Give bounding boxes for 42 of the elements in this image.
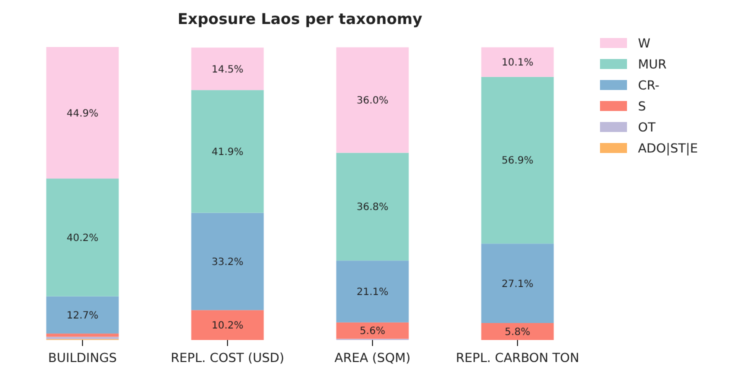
data-label: 33.2% <box>212 256 244 268</box>
data-label: 36.0% <box>356 96 388 107</box>
data-label: 41.9% <box>212 146 244 158</box>
bar <box>46 47 119 179</box>
bar <box>481 244 554 324</box>
bar <box>481 76 554 244</box>
data-label: 10.1% <box>502 58 534 69</box>
legend-label: MUR <box>638 56 667 72</box>
data-label: 5.6% <box>360 326 386 338</box>
bar <box>191 310 264 340</box>
bar <box>46 178 119 296</box>
data-label: 40.2% <box>66 232 98 244</box>
bar <box>336 322 409 339</box>
legend-label: S <box>638 98 646 114</box>
bar <box>481 47 554 77</box>
x-tick-label: BUILDINGS <box>48 350 117 365</box>
bar <box>46 296 119 334</box>
legend-label: OT <box>638 119 656 134</box>
legend-label: CR- <box>638 77 660 92</box>
data-label: 12.7% <box>66 310 98 322</box>
data-label: 27.1% <box>502 278 534 290</box>
chart-title: Exposure Laos per taxonomy <box>178 10 423 28</box>
bar <box>336 260 409 322</box>
data-label: 14.5% <box>212 64 244 76</box>
data-label: 10.2% <box>212 320 244 332</box>
bar <box>191 212 264 310</box>
bar <box>191 90 264 213</box>
data-label: 5.8% <box>504 327 530 338</box>
bar <box>46 334 119 337</box>
data-label: 56.9% <box>502 156 534 167</box>
bar <box>481 323 554 340</box>
legend-label: W <box>638 35 650 50</box>
x-tick-label: AREA (SQM) <box>334 350 410 365</box>
x-tick-label: REPL. CARBON TON <box>456 350 580 365</box>
bar <box>336 47 409 153</box>
legend-label: ADO|ST|E <box>638 140 698 156</box>
data-label: 36.8% <box>356 202 388 214</box>
x-tick-label: REPL. COST (USD) <box>170 350 284 365</box>
bar <box>191 48 264 90</box>
data-label: 21.1% <box>356 287 388 298</box>
data-label: 44.9% <box>66 108 98 120</box>
bar <box>336 152 409 261</box>
